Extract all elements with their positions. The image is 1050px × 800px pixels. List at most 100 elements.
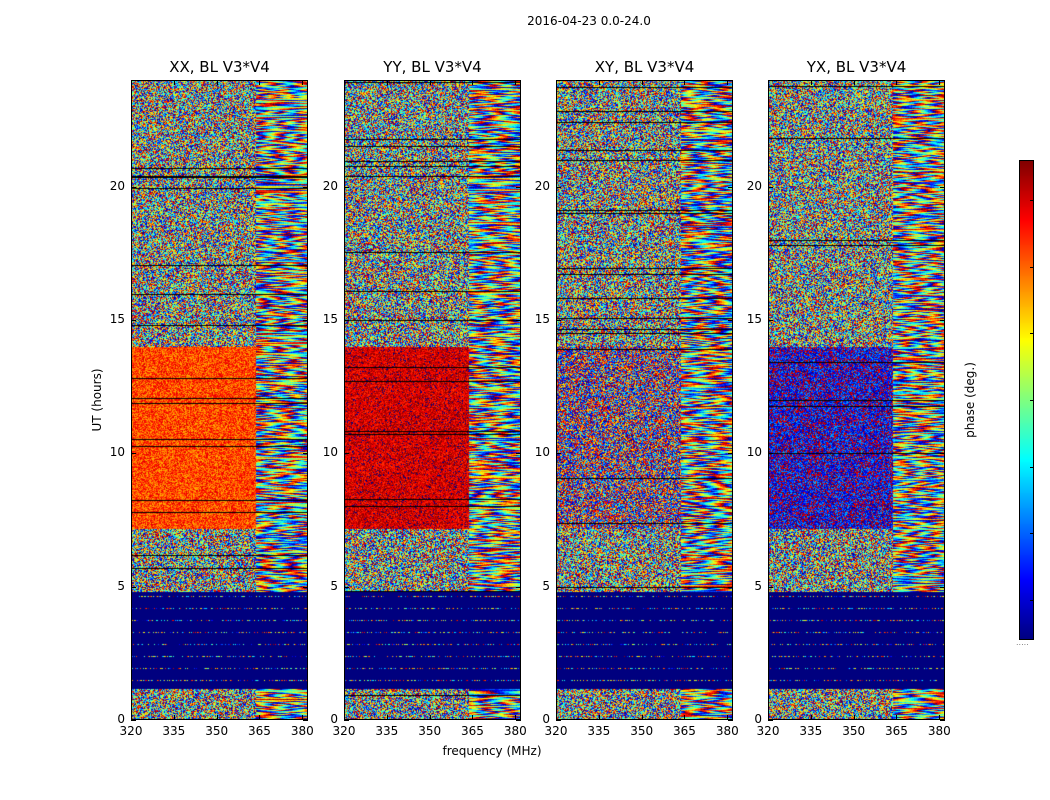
y-tick-label: 15 — [322, 312, 338, 326]
heatmap-panel-xy — [556, 80, 733, 720]
y-tick-mark — [344, 186, 349, 188]
heatmap-canvas — [768, 80, 945, 720]
x-tick-mark — [598, 715, 600, 720]
x-tick-mark — [939, 80, 941, 85]
x-tick-label: 365 — [248, 724, 271, 738]
y-axis-label: UT (hours) — [90, 368, 104, 432]
x-tick-label: 335 — [162, 724, 186, 738]
panel-title-xx: XX, BL V3*V4 — [169, 58, 270, 76]
y-tick-mark — [940, 186, 945, 188]
y-tick-mark — [768, 720, 773, 721]
x-tick-label: 320 — [756, 724, 780, 738]
y-tick-label: 20 — [322, 178, 338, 193]
y-tick-label: 15 — [746, 312, 762, 326]
y-tick-label: 10 — [746, 445, 762, 460]
x-tick-mark — [515, 80, 517, 85]
x-tick-mark — [173, 80, 175, 85]
x-tick-mark — [302, 80, 304, 85]
panel-title-yx: YX, BL V3*V4 — [806, 58, 907, 76]
x-tick-label: 320 — [332, 724, 356, 738]
x-tick-mark — [556, 80, 557, 85]
x-tick-mark — [684, 80, 686, 85]
x-tick-label: 380 — [290, 724, 314, 738]
x-tick-label: 380 — [927, 724, 951, 738]
x-tick-mark — [556, 715, 557, 720]
x-tick-label: 320 — [544, 724, 568, 738]
y-tick-mark — [303, 320, 308, 321]
x-tick-mark — [598, 80, 600, 85]
y-tick-label: 5 — [542, 578, 550, 593]
heatmap-panel-xx — [131, 80, 308, 720]
colorbar-label: phase (deg.) — [963, 362, 977, 438]
heatmap-canvas — [131, 80, 308, 720]
y-tick-mark — [344, 720, 349, 721]
y-tick-mark — [303, 186, 308, 188]
y-tick-mark — [556, 320, 561, 321]
panel-title-xy: XY, BL V3*V4 — [594, 58, 695, 76]
x-tick-mark — [768, 715, 769, 720]
colorbar-tick-mark — [1030, 200, 1034, 201]
y-tick-mark — [768, 586, 773, 588]
colorbar-tick-mark — [1030, 600, 1034, 601]
y-tick-mark — [768, 186, 773, 188]
x-tick-label: 350 — [842, 724, 866, 738]
y-tick-mark — [940, 586, 945, 588]
y-tick-mark — [131, 186, 136, 188]
x-tick-mark — [810, 80, 812, 85]
x-tick-mark — [386, 80, 388, 85]
x-axis-label: frequency (MHz) — [442, 744, 542, 758]
x-tick-mark — [131, 80, 132, 85]
x-tick-mark — [896, 80, 898, 85]
y-tick-mark — [728, 453, 733, 455]
y-tick-label: 10 — [534, 445, 550, 460]
y-tick-label: 0 — [330, 712, 338, 726]
colorbar-tick-mark — [1030, 333, 1034, 335]
x-tick-label: 350 — [205, 724, 229, 738]
y-tick-mark — [344, 453, 349, 455]
x-tick-mark — [259, 80, 261, 85]
x-tick-label: 335 — [799, 724, 823, 738]
y-tick-label: 10 — [322, 445, 338, 460]
x-tick-mark — [472, 80, 474, 85]
x-tick-mark — [429, 80, 431, 85]
y-tick-mark — [728, 320, 733, 321]
x-tick-mark — [131, 715, 132, 720]
colorbar-tick-label: −50 — [1042, 460, 1050, 473]
x-tick-mark — [727, 715, 729, 720]
y-tick-mark — [556, 720, 561, 721]
x-tick-label: 365 — [673, 724, 696, 738]
colorbar-tick-label: 50 — [1042, 326, 1050, 339]
y-tick-label: 5 — [330, 578, 338, 593]
y-tick-label: 20 — [746, 178, 762, 193]
y-tick-label: 0 — [542, 712, 550, 726]
x-tick-mark — [216, 80, 218, 85]
y-tick-mark — [131, 453, 136, 455]
colorbar-tick-label: −150 — [1042, 593, 1050, 606]
y-tick-mark — [131, 320, 136, 321]
y-tick-mark — [556, 586, 561, 588]
y-tick-label: 10 — [109, 445, 125, 460]
x-tick-mark — [302, 715, 304, 720]
colorbar-gradient — [1019, 160, 1034, 640]
colorbar-tick-label: 150 — [1042, 193, 1050, 206]
y-tick-mark — [556, 453, 561, 455]
x-tick-label: 365 — [885, 724, 908, 738]
y-tick-mark — [728, 586, 733, 588]
x-tick-mark — [641, 715, 643, 720]
colorbar-tick-mark — [1030, 466, 1034, 468]
y-tick-mark — [131, 720, 136, 721]
x-tick-mark — [684, 715, 686, 720]
y-tick-mark — [940, 453, 945, 455]
y-tick-label: 20 — [534, 178, 550, 193]
y-tick-label: 0 — [117, 712, 125, 726]
heatmap-canvas — [344, 80, 521, 720]
x-tick-label: 350 — [630, 724, 654, 738]
heatmap-panel-yx — [768, 80, 945, 720]
x-tick-mark — [853, 715, 855, 720]
y-tick-label: 20 — [109, 178, 125, 193]
colorbar-tick-mark — [1030, 400, 1034, 401]
x-tick-mark — [939, 715, 941, 720]
y-tick-mark — [768, 453, 773, 455]
x-tick-mark — [216, 715, 218, 720]
